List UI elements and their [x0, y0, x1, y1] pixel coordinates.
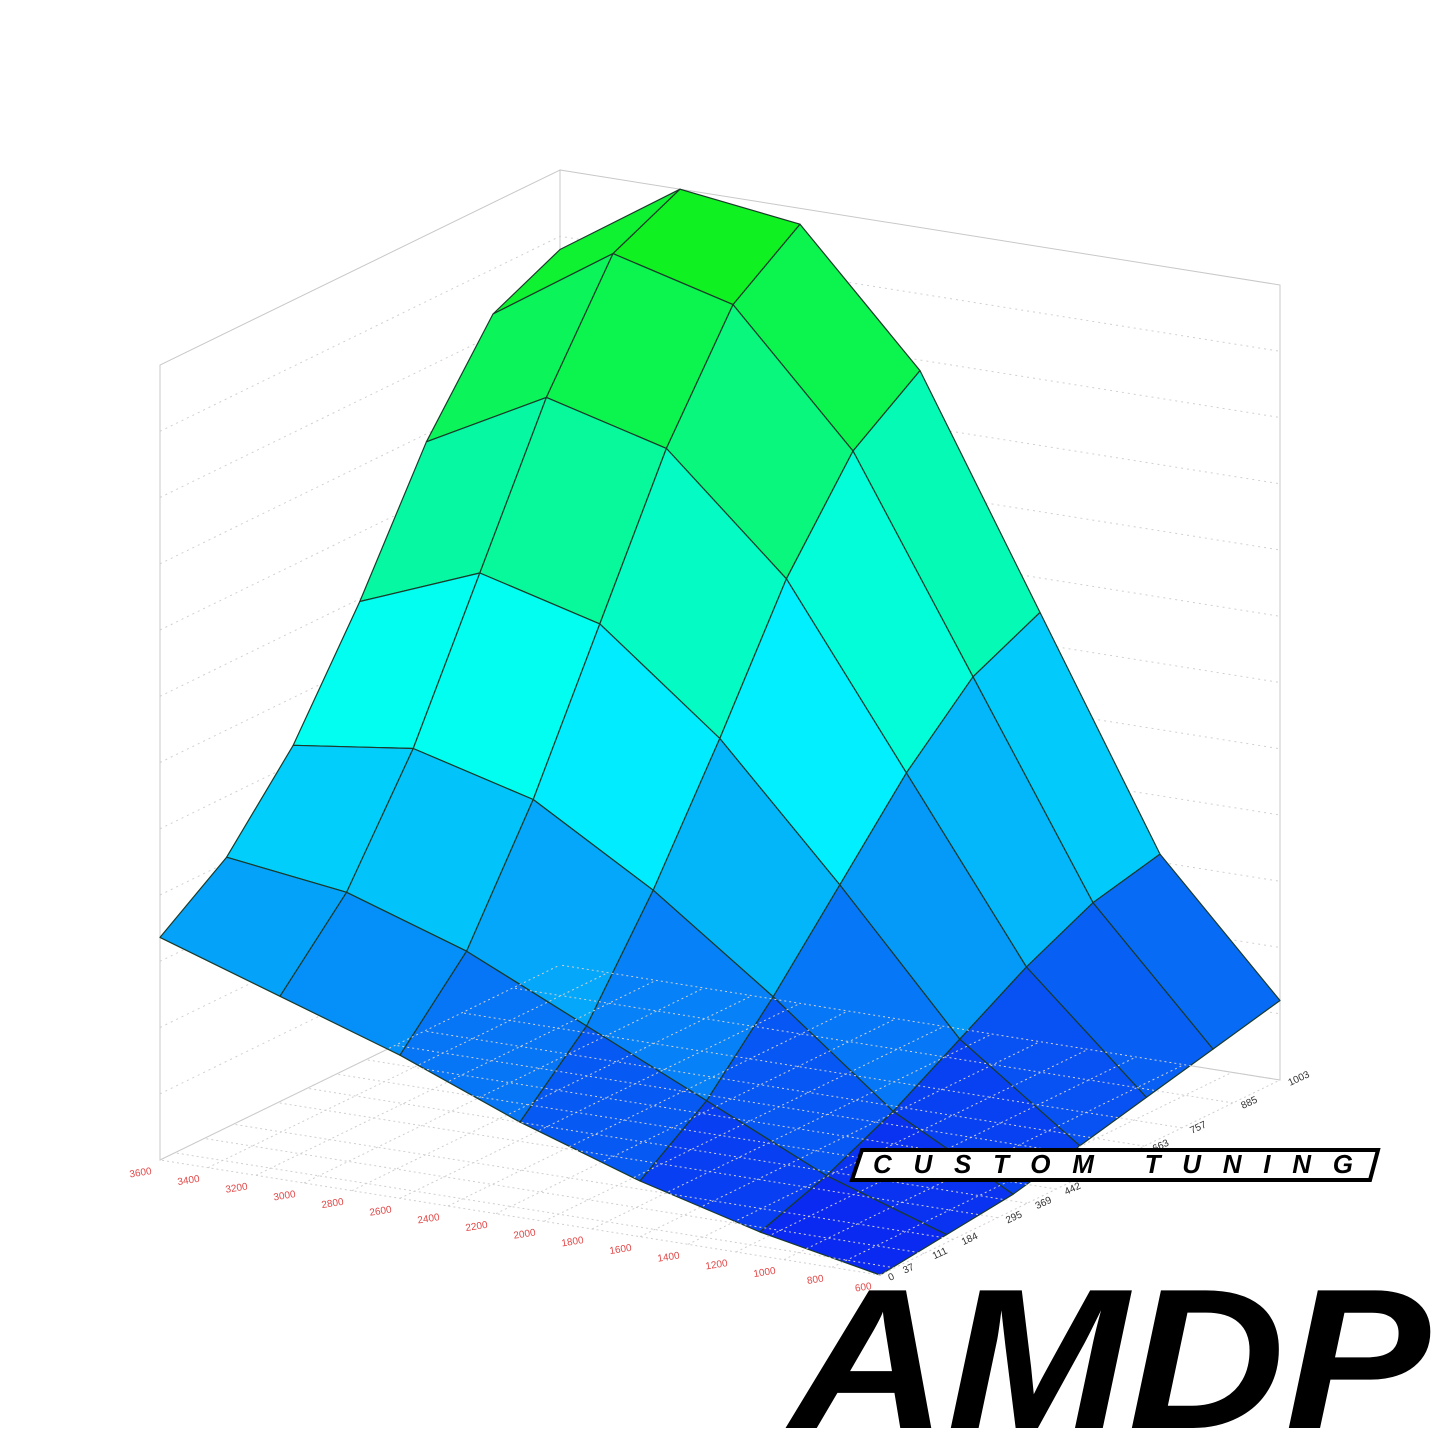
floor-grid	[831, 1071, 1233, 1268]
floor-grid	[303, 987, 705, 1184]
logo: AMDP CUSTOM TUNING	[785, 1148, 1431, 1445]
floor-grid	[639, 1041, 1041, 1238]
floor-grid	[174, 1152, 895, 1269]
y-tick-label: 295	[1004, 1209, 1024, 1226]
floor-grid	[424, 1030, 1145, 1147]
surface	[159, 188, 1281, 1276]
logo-band	[849, 1148, 1381, 1182]
x-tick-label: 3600	[129, 1166, 153, 1180]
x-tick-label: 3400	[177, 1174, 201, 1188]
floor-grid	[687, 1048, 1089, 1245]
floor-grid	[399, 1002, 801, 1199]
y-tick-label: 1003	[1287, 1069, 1312, 1089]
x-tick-label: 1600	[609, 1243, 633, 1257]
floor-grid	[735, 1056, 1137, 1253]
floor-grid	[447, 1010, 849, 1207]
floor-grid	[159, 964, 561, 1161]
floor-grid	[461, 1012, 1182, 1129]
floor-grid	[543, 1025, 945, 1222]
x-tick-label: 1400	[657, 1250, 681, 1264]
floor-grid	[495, 1018, 897, 1215]
x-tick-label: 2000	[513, 1227, 537, 1241]
x-tick-label: 800	[806, 1273, 825, 1287]
y-tick-label: 442	[1063, 1181, 1083, 1198]
floor-grid	[207, 972, 609, 1169]
y-tick-label: 885	[1240, 1094, 1260, 1111]
y-tick-label: 0	[887, 1271, 897, 1284]
y-tick-label: 184	[960, 1231, 980, 1248]
floor-grid	[395, 1044, 1116, 1161]
floor-grid	[591, 1033, 993, 1230]
x-tick-label: 2200	[465, 1220, 489, 1234]
y-tick-label: 37	[901, 1262, 916, 1277]
x-tick-label: 2400	[417, 1212, 441, 1226]
x-tick-label: 1800	[561, 1235, 585, 1249]
surface-cell	[759, 1175, 948, 1276]
floor-grid	[277, 1102, 998, 1219]
x-tick-label: 2600	[369, 1204, 393, 1218]
floor-grid	[879, 1079, 1281, 1276]
floor-grid	[559, 964, 1281, 1081]
floor-grid	[512, 987, 1234, 1104]
y-tick-label: 757	[1189, 1119, 1209, 1136]
x-tick-label: 3200	[225, 1181, 249, 1195]
x-tick-label: 2800	[321, 1197, 345, 1211]
logo-brand: AMDP	[785, 1248, 1431, 1445]
floor-grid	[783, 1064, 1185, 1261]
floor-grid	[307, 1087, 1028, 1204]
x-tick-label: 600	[854, 1281, 873, 1295]
wall-grid	[159, 235, 1281, 432]
x-tick-label: 1200	[705, 1258, 729, 1272]
floor-grid	[351, 995, 753, 1192]
x-tick-label: 3000	[273, 1189, 297, 1203]
floor-grid	[233, 1123, 954, 1240]
floor-grid	[255, 979, 657, 1176]
y-tick-label: 369	[1034, 1195, 1054, 1212]
x-tick-label: 1000	[753, 1266, 777, 1280]
floor-grid	[159, 1159, 881, 1276]
floor-grid	[204, 1137, 925, 1254]
